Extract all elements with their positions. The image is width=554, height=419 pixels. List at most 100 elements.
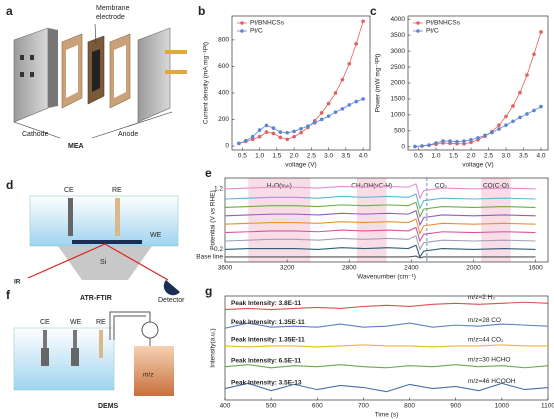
series-label: Base line [196,254,223,261]
label: Cathode [22,131,49,138]
x-tick-label: 3600 [218,265,233,272]
marker [292,129,296,134]
x-tick-label: 3.0 [501,153,510,160]
peak-label: Peak Intensity: 6.5E-11 [231,357,301,364]
marker [237,141,241,146]
y-tick-label: 2500 [391,64,406,71]
marker [278,130,283,134]
marker [448,139,452,143]
series-line [224,201,536,219]
x-tick-label: 3200 [280,265,295,272]
counter-electrode [68,198,73,236]
legend-marker [240,29,244,33]
marker [340,77,345,82]
y-tick-label: 0 [225,143,229,150]
marker [455,139,459,144]
series-line [224,344,548,348]
label: Anode [118,131,138,138]
marker [476,136,480,140]
x-axis-label: Wavenumber (cm⁻¹) [357,274,416,281]
label: electrode [96,14,125,21]
marker [462,139,466,143]
marker [278,135,283,140]
plot-frame [231,15,371,151]
series-line [225,255,536,259]
x-tick-label: 700 [358,403,369,410]
legend-label: Pt/C [426,28,439,35]
marker-label: CO₂ [435,183,448,190]
port [30,55,34,60]
x-axis-label: voltage (V) [285,162,316,169]
x-tick-label: 1000 [495,403,510,410]
plot-frame [224,177,549,263]
y-axis-label: Intensity(a.u.) [210,328,217,367]
marker [292,134,296,139]
series-line [224,364,549,369]
atr-diagram: d CE RE WE Si IR Detector ATR-FTIR [6,178,185,304]
marker [490,130,494,135]
y-tick-label: 4000 [391,16,406,23]
marker [347,61,352,66]
marker [532,52,536,57]
panel-label: a [6,4,13,18]
marker [539,104,543,109]
x-tick-label: 4.0 [359,153,368,160]
series-line [414,31,542,147]
series-line [238,98,364,144]
y-axis-label: Potential (V vs RHE) [210,190,217,250]
marker [504,114,508,119]
marker [299,126,303,131]
y-tick-label: 0 [401,144,405,151]
panel-label: d [6,178,13,192]
bracket [13,121,61,139]
marker [413,144,417,149]
marker [264,123,269,128]
label: Si [100,259,107,266]
x-tick-label: 2.5 [307,153,316,160]
series-label: m/z=30 HCHO [468,356,510,363]
marker [497,127,501,131]
legend-label: Pt/BNHCSs [426,20,461,27]
marker [250,134,255,139]
y-axis-label: Power (mW mg⁻¹Pt) [375,54,382,113]
y-tick-label: 500 [394,128,405,135]
x-tick-label: 800 [404,403,415,410]
series-label: m/z=2 H₂ [468,294,495,301]
electrode-tip [41,348,49,366]
marker [518,90,522,95]
label: CE [64,187,74,194]
series-line [224,193,536,210]
x-axis-label: voltage (V) [462,162,493,169]
plot-frame [224,295,549,401]
y-tick-label: 600 [218,63,229,70]
x-tick-label: 1.0 [255,153,264,160]
panel-label: b [198,4,205,18]
chart: b 0.5 1.0 1.5 2.0 2.5 3.0 3.5 4.0 0 200 400 600 800 vo… [198,4,371,169]
x-tick-label: 1100 [541,403,554,410]
y-tick-label: 400 [218,90,229,97]
label: RE [112,187,122,194]
series-label: m/z=28 CO [468,317,501,324]
marker [244,138,248,143]
marker [539,30,543,34]
panel-label: e [205,166,212,180]
plot-frame [407,15,549,151]
y-tick-label: 2000 [391,80,406,87]
marker [333,91,338,95]
working-electrode [73,330,77,362]
legend-marker [416,29,420,33]
anode-plate [137,27,171,123]
series-line [224,322,549,329]
series-line [224,210,536,227]
detector [163,280,180,296]
marker [326,114,331,118]
y-tick-label: 3500 [391,32,406,39]
y-tick-label: 1000 [391,112,406,119]
x-tick-label: 2.0 [466,153,475,160]
marker [326,101,331,106]
y-axis-label: Current density (mA mg⁻¹Pt) [203,42,210,124]
series-line [224,244,536,259]
pump [141,321,159,339]
panel-label: f [6,288,11,302]
